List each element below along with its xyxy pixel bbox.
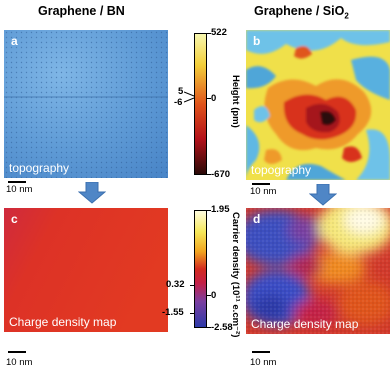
density-min-label: -2.58 — [211, 322, 233, 333]
height-axis-label: Height (pm) — [230, 75, 241, 128]
header-sio2-main: Graphene / SiO — [254, 4, 345, 18]
height-bn-top-label: 5 — [178, 86, 184, 97]
height-min-label: -670 — [211, 169, 231, 180]
density-tick-max — [206, 210, 211, 211]
density-mid-neg-label: -1.55 — [162, 307, 184, 318]
panel-b-caption: topography — [251, 163, 312, 177]
sio2-density-image — [246, 208, 390, 334]
panel-d-scalebar-label: 10 nm — [250, 357, 277, 368]
panel-a-scalebar — [8, 181, 26, 183]
header-graphene-sio2: Graphene / SiO2 — [254, 4, 349, 21]
panel-d-scalebar — [252, 351, 270, 353]
height-max-label: 522 — [211, 27, 227, 38]
panel-a-bn-topography: a topography — [4, 30, 168, 178]
panel-a-caption: topography — [9, 161, 70, 175]
bn-density-image — [4, 208, 168, 332]
panel-d-caption: Charge density map — [251, 317, 359, 331]
panel-b-sio2-topography: b topography — [246, 30, 390, 180]
density-tick-min — [206, 327, 211, 328]
density-zero-label: 0 — [211, 290, 217, 301]
height-colorbar — [194, 33, 207, 175]
header-graphene-bn: Graphene / BN — [38, 4, 125, 18]
bn-range-bracket — [184, 91, 195, 103]
height-zero-label: 0 — [211, 93, 217, 104]
panel-b-scalebar — [252, 183, 270, 185]
panel-c-bn-charge-density: c Charge density map — [4, 208, 168, 332]
panel-d-sio2-charge-density: d Charge density map — [246, 208, 390, 334]
panel-b-scalebar-label: 10 nm — [250, 186, 277, 197]
panel-a-letter: a — [11, 34, 18, 48]
bn-topography-image — [4, 30, 168, 178]
panel-a-scalebar-label: 10 nm — [6, 184, 33, 195]
density-colorbar — [194, 210, 207, 328]
header-sio2-subscript: 2 — [344, 11, 349, 21]
down-arrow-icon-left — [78, 182, 106, 204]
density-max-label: 1.95 — [211, 204, 230, 215]
density-axis-label: Carrier density (10¹¹ e.cm⁻²) — [230, 212, 241, 338]
density-tick-mid-pos — [190, 285, 195, 286]
panel-c-caption: Charge density map — [9, 315, 117, 329]
height-bn-bottom-label: -6 — [174, 97, 183, 108]
sio2-topography-image — [246, 30, 390, 180]
panel-c-scalebar — [8, 351, 26, 353]
panel-d-letter: d — [253, 212, 261, 226]
height-tick-min — [206, 174, 211, 175]
height-tick-zero — [206, 98, 211, 99]
height-tick-max — [206, 33, 211, 34]
density-mid-pos-label: 0.32 — [166, 279, 185, 290]
panel-c-letter: c — [11, 212, 18, 226]
down-arrow-icon-right — [309, 184, 337, 206]
density-tick-mid-neg — [190, 313, 195, 314]
panel-c-scalebar-label: 10 nm — [6, 357, 33, 368]
density-tick-zero — [206, 295, 211, 296]
panel-b-letter: b — [253, 34, 261, 48]
